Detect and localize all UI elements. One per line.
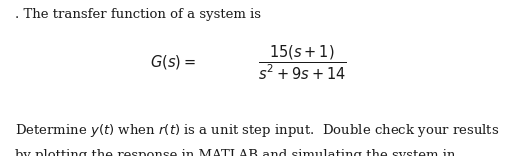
Text: $G(s) = $: $G(s) = $ — [150, 53, 196, 71]
Text: . The transfer function of a system is: . The transfer function of a system is — [15, 8, 262, 21]
Text: $\dfrac{15(s+1)}{s^2+9s+14}$: $\dfrac{15(s+1)}{s^2+9s+14}$ — [258, 43, 346, 82]
Text: Determine $y(t)$ when $r(t)$ is a unit step input.  Double check your results: Determine $y(t)$ when $r(t)$ is a unit s… — [15, 122, 500, 139]
Text: by plotting the response in MATLAB and simulating the system in: by plotting the response in MATLAB and s… — [15, 149, 456, 156]
